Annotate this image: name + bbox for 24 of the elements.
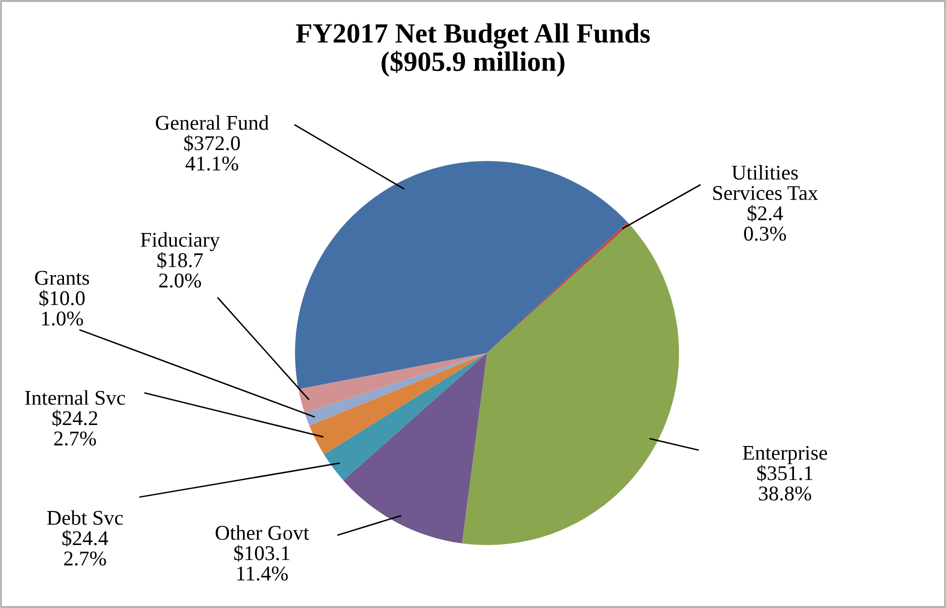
chart-title: FY2017 Net Budget All Funds ($905.9 million): [296, 23, 650, 77]
slice-label: Fiduciary: [140, 232, 220, 252]
data-label: $103.1 11.4%: [234, 544, 290, 581]
data-label: $18.7 2.0%: [157, 252, 203, 288]
data-label: $24.4 2.7%: [62, 530, 108, 566]
slice-label: Enterprise: [742, 446, 828, 464]
slice-label: Utilities Services Tax: [713, 165, 818, 200]
data-label: $351.1 38.8%: [757, 464, 812, 501]
pie-slice: [298, 353, 487, 414]
slice-label: Internal Svc: [25, 390, 125, 405]
pie-slice: [295, 161, 628, 390]
data-label: $2.4 0.3%: [744, 205, 786, 241]
data-label: $24.2 2.7%: [52, 410, 98, 446]
pie-slice: [309, 353, 487, 454]
slice-label: Grants: [35, 270, 90, 285]
pie-slice: [324, 353, 487, 480]
pie-slice: [304, 353, 487, 426]
pie-slice: [343, 353, 487, 544]
data-label: $372.0 41.1%: [184, 134, 240, 171]
data-label: $10.0 1.0%: [39, 290, 85, 326]
pie-slice: [462, 224, 679, 545]
slice-label: General Fund: [156, 115, 269, 130]
slice-label: Debt Svc: [47, 510, 123, 525]
slice-label: Other Govt: [216, 525, 310, 540]
